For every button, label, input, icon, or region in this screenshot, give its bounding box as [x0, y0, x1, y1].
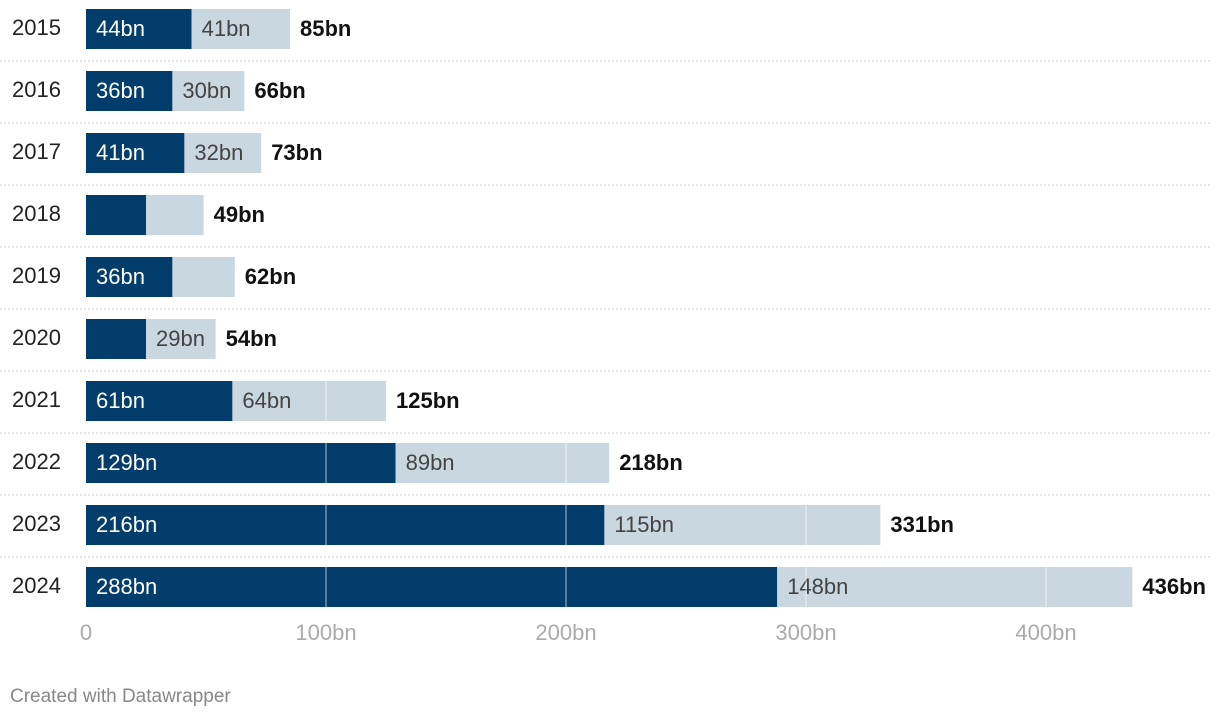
bar — [146, 319, 216, 359]
value-label: 61bn — [96, 388, 145, 413]
category-label: 2020 — [12, 325, 61, 350]
total-label: 49bn — [214, 202, 265, 227]
bar — [86, 9, 192, 49]
total-label: 66bn — [254, 78, 305, 103]
bar — [86, 195, 146, 235]
bar — [172, 71, 245, 111]
bar — [146, 195, 204, 235]
bar — [395, 443, 610, 483]
total-label: 54bn — [226, 326, 277, 351]
total-label: 73bn — [271, 140, 322, 165]
bar — [604, 505, 881, 545]
value-label: 41bn — [202, 16, 251, 41]
category-label: 2022 — [12, 449, 61, 474]
value-label: 115bn — [614, 512, 674, 537]
bar — [184, 133, 262, 173]
total-label: 218bn — [619, 450, 683, 475]
bar — [86, 505, 605, 545]
value-label: 36bn — [96, 264, 145, 289]
value-label: 89bn — [406, 450, 455, 475]
bar — [86, 567, 778, 607]
x-tick-label: 100bn — [295, 620, 356, 645]
value-label: 41bn — [96, 140, 145, 165]
bar — [777, 567, 1133, 607]
bar — [232, 381, 386, 421]
category-label: 2019 — [12, 263, 61, 288]
value-label: 36bn — [96, 78, 145, 103]
value-label: 29bn — [156, 326, 205, 351]
bar — [86, 133, 185, 173]
bar — [172, 257, 235, 297]
value-label: 148bn — [787, 574, 848, 599]
category-label: 2018 — [12, 201, 61, 226]
x-tick-label: 200bn — [535, 620, 596, 645]
total-label: 436bn — [1142, 574, 1206, 599]
bar — [191, 9, 290, 49]
bar — [86, 381, 233, 421]
total-label: 85bn — [300, 16, 351, 41]
value-label: 30bn — [182, 78, 231, 103]
total-label: 331bn — [890, 512, 954, 537]
bar — [86, 319, 146, 359]
bar — [86, 443, 396, 483]
category-label: 2016 — [12, 77, 61, 102]
category-label: 2021 — [12, 387, 61, 412]
value-label: 216bn — [96, 512, 157, 537]
value-label: 44bn — [96, 16, 145, 41]
bar — [86, 71, 173, 111]
x-tick-label: 0 — [80, 620, 92, 645]
value-label: 64bn — [242, 388, 291, 413]
category-label: 2015 — [12, 15, 61, 40]
category-label: 2023 — [12, 511, 61, 536]
category-label: 2017 — [12, 139, 61, 164]
category-label: 2024 — [12, 573, 61, 598]
value-label: 288bn — [96, 574, 157, 599]
x-tick-label: 300bn — [775, 620, 836, 645]
footer: Created with Datawrapper — [10, 686, 231, 707]
value-label: 129bn — [96, 450, 157, 475]
x-tick-label: 400bn — [1015, 620, 1076, 645]
total-label: 62bn — [245, 264, 296, 289]
value-label: 32bn — [194, 140, 243, 165]
bar — [86, 257, 173, 297]
total-label: 125bn — [396, 388, 460, 413]
